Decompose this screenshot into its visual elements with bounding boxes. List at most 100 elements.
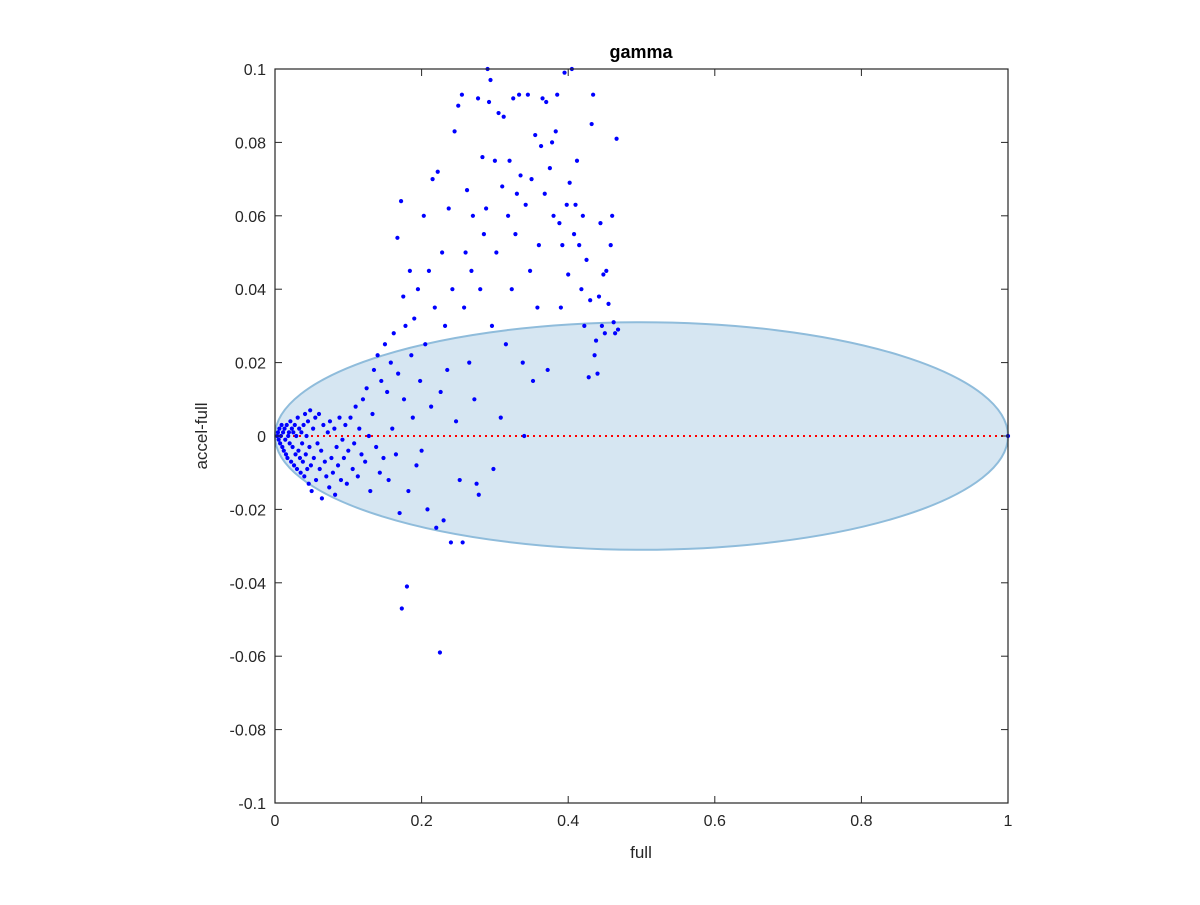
data-point	[355, 474, 360, 479]
data-point	[348, 415, 353, 420]
data-point	[513, 232, 518, 237]
data-point	[560, 243, 565, 248]
data-point	[520, 360, 525, 365]
data-point	[338, 477, 344, 483]
data-point	[307, 444, 312, 450]
data-point	[302, 411, 308, 417]
data-point	[343, 422, 348, 428]
data-point	[426, 268, 432, 273]
data-point	[446, 206, 451, 211]
data-point	[437, 650, 443, 655]
y-tick-label: 0.06	[235, 209, 266, 226]
data-point	[538, 143, 544, 149]
data-point	[456, 103, 461, 108]
y-tick-label: -0.1	[238, 796, 266, 813]
data-point	[525, 92, 530, 97]
data-point	[301, 422, 306, 428]
data-point	[296, 448, 301, 453]
data-point	[377, 470, 382, 475]
data-point	[393, 452, 399, 457]
data-point	[335, 463, 341, 468]
data-point	[340, 437, 345, 442]
data-point	[288, 419, 293, 424]
chart-title: gamma	[609, 42, 673, 62]
data-point	[294, 466, 300, 472]
y-tick-label: -0.04	[230, 576, 267, 593]
data-point	[574, 158, 580, 163]
data-point	[315, 441, 320, 446]
data-point	[391, 331, 396, 336]
data-point	[577, 243, 582, 248]
data-point	[527, 268, 533, 273]
data-point	[305, 466, 310, 472]
data-point	[290, 444, 295, 450]
data-point	[435, 169, 440, 174]
data-point	[571, 232, 577, 237]
data-point	[283, 437, 288, 442]
data-point	[281, 448, 286, 453]
data-point	[544, 99, 549, 105]
data-point	[423, 342, 428, 347]
data-point	[279, 422, 284, 428]
data-point	[566, 272, 571, 277]
data-point	[514, 191, 519, 196]
data-point	[608, 243, 613, 248]
data-point	[289, 459, 294, 464]
data-point	[341, 455, 347, 461]
data-point	[374, 444, 379, 450]
data-point	[582, 323, 587, 328]
data-point	[325, 430, 330, 435]
data-point	[536, 243, 541, 248]
x-axis-label: full	[630, 843, 652, 862]
data-point	[518, 173, 523, 178]
data-point	[300, 441, 305, 446]
data-point	[401, 294, 406, 299]
data-point	[545, 367, 550, 373]
data-point	[375, 353, 380, 358]
data-point	[333, 492, 338, 497]
data-point	[388, 360, 393, 365]
data-point	[292, 422, 297, 428]
data-point	[297, 455, 303, 461]
data-point	[277, 426, 282, 431]
data-point	[319, 496, 325, 501]
data-point	[564, 202, 569, 207]
data-point	[496, 110, 501, 116]
data-point	[486, 99, 492, 105]
data-point	[337, 415, 342, 420]
data-point	[494, 250, 499, 255]
data-point	[285, 455, 290, 461]
x-tick-label: 0.8	[850, 813, 872, 830]
data-point	[516, 92, 522, 97]
data-point	[276, 437, 281, 442]
data-point	[614, 136, 619, 141]
data-point	[462, 305, 467, 310]
data-point	[484, 206, 489, 211]
data-point	[440, 250, 445, 255]
data-point	[359, 452, 364, 457]
x-tick-label: 0.4	[557, 813, 579, 830]
data-point	[298, 470, 303, 475]
y-axis-label: accel-full	[192, 402, 211, 469]
data-point	[429, 404, 434, 409]
data-point	[434, 525, 439, 530]
data-point	[457, 477, 462, 483]
data-point	[529, 177, 534, 182]
data-point	[410, 415, 415, 420]
data-point	[299, 430, 304, 435]
x-tick-label: 0	[271, 813, 280, 830]
data-point	[311, 455, 316, 461]
data-point	[453, 419, 459, 424]
data-point	[580, 213, 585, 218]
data-point	[452, 129, 457, 134]
x-tick-label: 0.6	[704, 813, 726, 830]
data-point	[280, 444, 285, 450]
data-point	[511, 96, 516, 101]
data-point	[438, 389, 443, 395]
data-point	[588, 298, 593, 303]
data-point	[350, 466, 355, 472]
data-point	[396, 371, 401, 376]
data-point	[313, 477, 319, 483]
data-point	[371, 367, 377, 373]
